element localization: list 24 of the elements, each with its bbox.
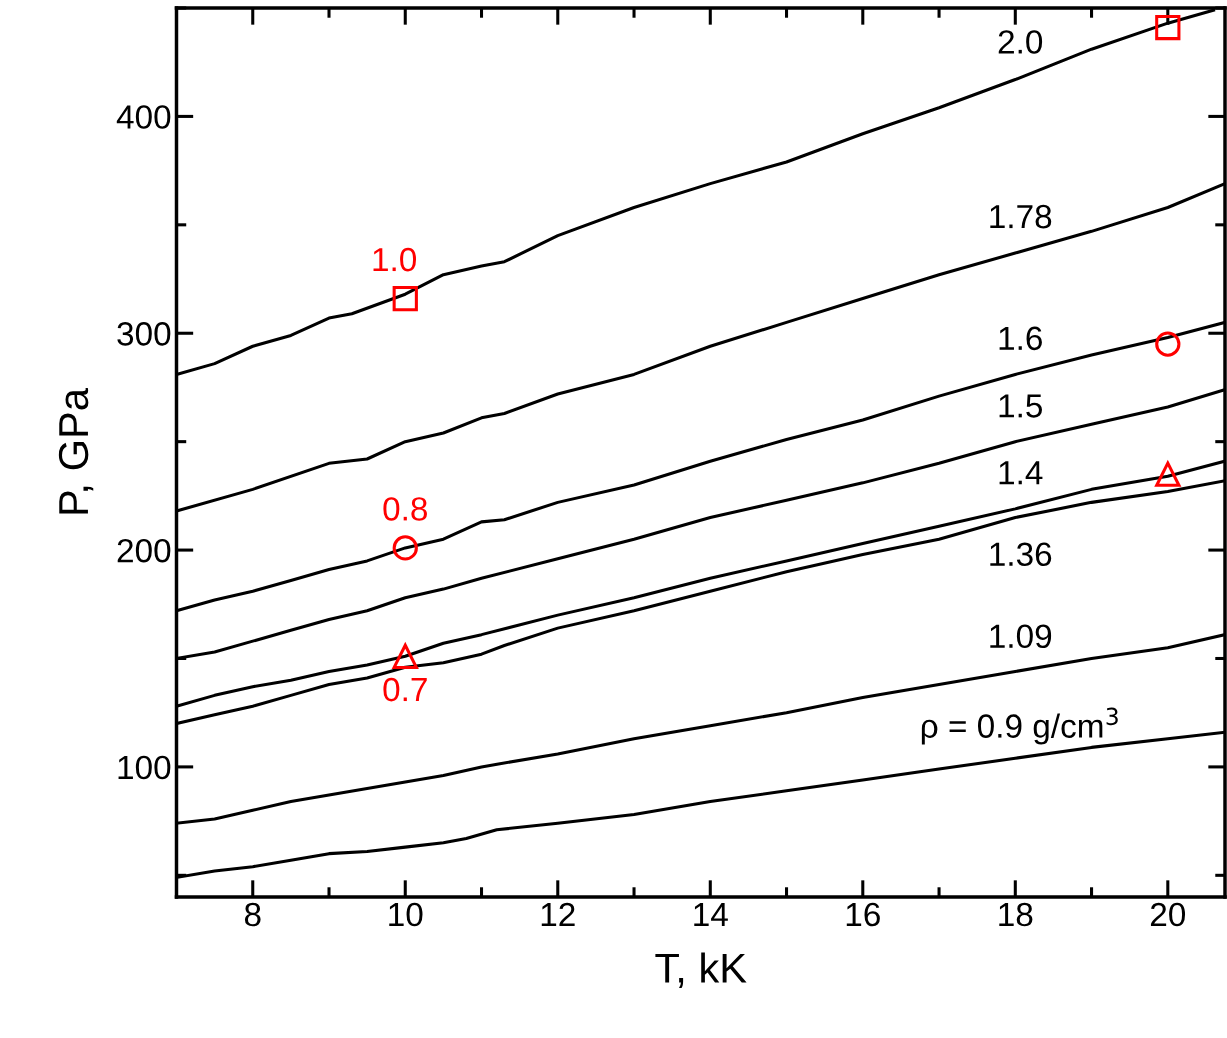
series-label: 0.7 bbox=[383, 677, 427, 702]
series-label: 1.09 bbox=[990, 624, 1052, 649]
x-tick-label: 10 bbox=[389, 902, 423, 927]
x-tick-label: 18 bbox=[999, 902, 1033, 927]
x-tick-label: 14 bbox=[694, 903, 728, 927]
y-tick-label: 100 bbox=[118, 755, 171, 780]
series-label: 1.6 bbox=[999, 326, 1042, 351]
y-tick-label: 200 bbox=[117, 538, 171, 563]
y-tick-label: 400 bbox=[116, 105, 171, 129]
x-tick-label: 8 bbox=[244, 902, 261, 927]
legend-label: 2.0 bbox=[998, 30, 1043, 54]
series-label: 1.5 bbox=[999, 394, 1042, 418]
x-tick-label: 16 bbox=[846, 902, 880, 927]
series-label: ρ = 0.9 g/cm$^{3}$ bbox=[921, 707, 1118, 745]
series-label: 1.0 bbox=[373, 247, 417, 272]
series-label: 1.4 bbox=[999, 461, 1043, 485]
y-tick-label: 300 bbox=[117, 322, 171, 346]
series-label: 0.8 bbox=[383, 497, 427, 521]
x-axis-title: T, kK bbox=[655, 952, 747, 988]
x-tick-label: 12 bbox=[541, 902, 575, 927]
series-label: 1.78 bbox=[990, 204, 1052, 229]
series-label: 1.36 bbox=[990, 542, 1052, 567]
x-tick-label: 20 bbox=[1150, 902, 1186, 927]
y-axis-title: P, GPa bbox=[58, 388, 94, 514]
